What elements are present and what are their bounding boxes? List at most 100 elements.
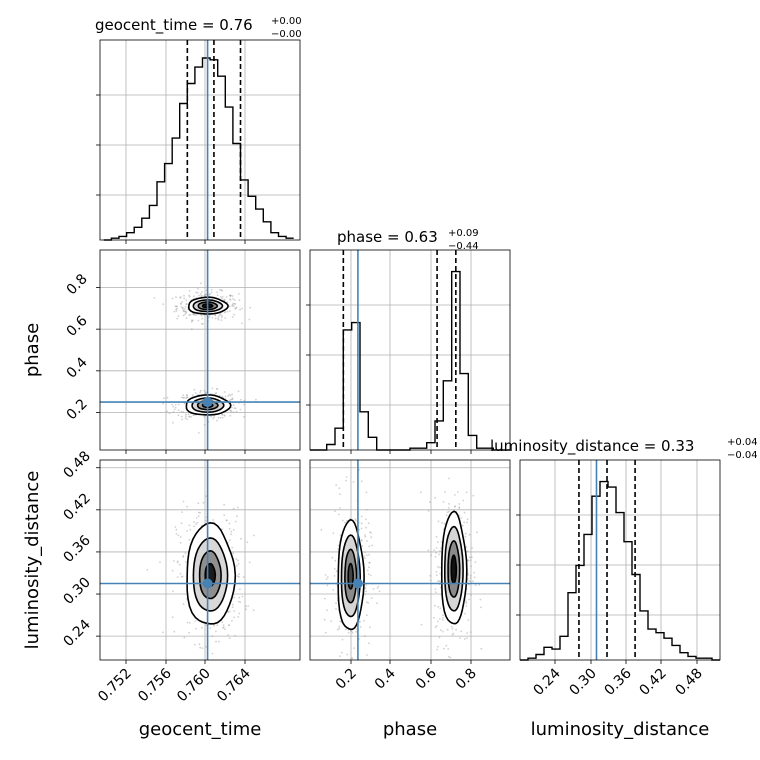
sample-point xyxy=(221,413,224,416)
title-geocent-time-lower: −0.00 xyxy=(271,29,302,40)
sample-point xyxy=(203,416,206,418)
sample-point xyxy=(237,562,240,565)
sample-point xyxy=(192,295,195,298)
sample-point xyxy=(209,627,212,629)
sample-point xyxy=(442,501,445,503)
sample-point xyxy=(242,576,245,578)
truth-point xyxy=(352,578,363,589)
sample-point xyxy=(216,294,219,297)
sample-point xyxy=(172,405,175,408)
sample-point xyxy=(456,662,458,664)
sample-point xyxy=(214,314,217,316)
sample-point xyxy=(358,528,361,531)
sample-point xyxy=(474,584,477,587)
sample-point xyxy=(182,500,185,503)
sample-point xyxy=(185,311,188,314)
sample-point xyxy=(213,416,216,419)
sample-point xyxy=(326,609,328,612)
sample-point xyxy=(180,415,183,418)
sample-point xyxy=(435,570,438,573)
sample-point xyxy=(183,402,186,405)
y-tick-label-phase-1: 0.4 xyxy=(64,354,91,381)
sample-point xyxy=(202,323,204,325)
sample-point xyxy=(234,634,236,637)
sample-point xyxy=(233,313,236,316)
sample-point xyxy=(192,313,195,316)
sample-point xyxy=(230,409,233,412)
sample-point xyxy=(180,306,183,308)
sample-point xyxy=(347,631,350,634)
sample-point xyxy=(187,413,190,416)
sample-point xyxy=(226,519,228,522)
sample-point xyxy=(197,511,200,514)
sample-point xyxy=(234,520,237,523)
x-tick-label-geocent-time-0: 0.752 xyxy=(95,666,135,706)
sample-point xyxy=(360,527,363,530)
sample-point xyxy=(216,419,218,422)
sample-point xyxy=(340,651,343,654)
sample-point xyxy=(232,305,235,308)
sample-point xyxy=(211,316,214,319)
sample-point xyxy=(463,521,465,524)
sample-point xyxy=(174,404,177,406)
sample-point xyxy=(182,555,185,557)
sample-point xyxy=(366,569,369,572)
sample-point xyxy=(235,558,238,560)
sample-point xyxy=(364,587,367,589)
sample-point xyxy=(159,561,161,564)
sample-point xyxy=(185,394,188,396)
sample-point xyxy=(221,621,224,624)
sample-point xyxy=(467,573,469,575)
sample-point xyxy=(253,534,255,537)
xlabel-geocent-time: geocent_time xyxy=(139,719,262,740)
sample-point xyxy=(465,546,468,549)
sample-point xyxy=(365,601,368,603)
sample-point xyxy=(222,626,225,629)
sample-point xyxy=(174,305,177,308)
sample-point xyxy=(179,296,181,299)
sample-point xyxy=(212,417,215,420)
sample-point xyxy=(247,605,250,607)
sample-point xyxy=(365,491,368,494)
sample-point xyxy=(189,313,192,316)
truth-point xyxy=(202,397,213,408)
sample-point xyxy=(440,629,442,632)
density-phase-vs-luminosity-distance xyxy=(310,460,510,664)
sample-point xyxy=(229,310,231,312)
sample-point xyxy=(224,628,227,631)
sample-point xyxy=(332,589,335,591)
title-phase-lower: −0.44 xyxy=(448,241,479,252)
sample-point xyxy=(229,299,232,301)
x-tick-label-luminosity-distance-0: 0.24 xyxy=(530,665,563,698)
sample-point xyxy=(185,303,188,305)
sample-point xyxy=(214,392,217,395)
sample-point xyxy=(176,307,178,310)
sample-point xyxy=(367,601,370,604)
panel-frame-0-0 xyxy=(99,39,301,241)
sample-point xyxy=(233,596,236,599)
sample-point xyxy=(246,541,249,544)
x-tick-label-geocent-time-2: 0.760 xyxy=(174,666,214,706)
sample-point xyxy=(153,297,156,299)
sample-point xyxy=(195,291,198,294)
sample-point xyxy=(237,600,240,603)
sample-point xyxy=(245,605,248,608)
sample-point xyxy=(336,628,339,631)
title-geocent-time: geocent_time = 0.76 xyxy=(95,16,253,35)
sample-point xyxy=(443,522,446,525)
title-geocent-time-upper: +0.00 xyxy=(271,16,302,27)
sample-point xyxy=(446,511,449,514)
sample-point xyxy=(232,297,235,300)
grid-1-1 xyxy=(310,250,510,450)
histogram-luminosity-distance xyxy=(520,480,720,661)
sample-point xyxy=(185,311,187,313)
sample-point xyxy=(435,625,438,627)
sample-point xyxy=(369,531,371,533)
sample-point xyxy=(467,619,470,621)
sample-point xyxy=(447,477,450,480)
contour-level-3 xyxy=(347,562,355,590)
sample-point xyxy=(229,414,232,417)
sample-point xyxy=(175,308,178,311)
sample-point xyxy=(193,388,196,391)
sample-point xyxy=(173,408,176,411)
